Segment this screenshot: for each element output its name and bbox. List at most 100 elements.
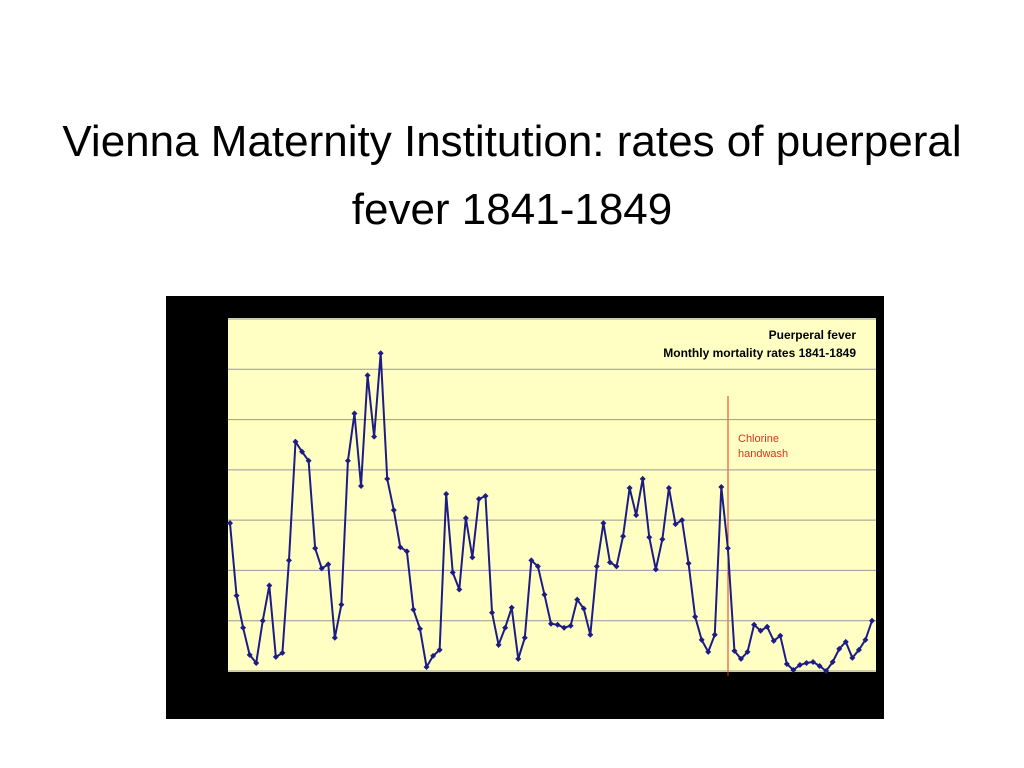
marker — [279, 649, 286, 656]
marker — [541, 591, 548, 598]
marker — [672, 521, 679, 528]
marker — [659, 536, 666, 543]
marker — [692, 613, 699, 620]
marker — [403, 548, 410, 555]
marker — [679, 517, 686, 524]
marker — [665, 484, 672, 491]
marker — [620, 533, 627, 540]
marker — [652, 566, 659, 573]
marker — [299, 448, 306, 455]
marker — [580, 605, 587, 612]
marker — [757, 627, 764, 634]
marker — [416, 625, 423, 632]
marker — [325, 561, 332, 568]
marker — [482, 493, 489, 500]
marker — [495, 641, 502, 648]
marker — [423, 663, 430, 670]
marker — [777, 632, 784, 639]
marker — [292, 438, 299, 445]
marker — [561, 624, 568, 631]
marker — [305, 457, 312, 464]
marker — [554, 621, 561, 628]
marker — [430, 652, 437, 659]
marker — [724, 545, 731, 552]
marker — [259, 617, 266, 624]
marker — [613, 563, 620, 570]
annotation: Chlorine — [738, 433, 779, 445]
marker — [718, 483, 725, 490]
marker — [855, 646, 862, 653]
chart-title: Monthly mortality rates 1841-1849 — [663, 346, 856, 360]
marker — [711, 631, 718, 638]
marker — [534, 563, 541, 570]
marker — [626, 484, 633, 491]
marker — [810, 658, 817, 665]
marker — [705, 648, 712, 655]
marker — [371, 433, 378, 440]
marker — [515, 655, 522, 662]
annotation: handwash — [738, 448, 788, 460]
marker — [331, 634, 338, 641]
marker — [606, 559, 613, 566]
marker — [698, 636, 705, 643]
marker — [574, 596, 581, 603]
marker — [796, 661, 803, 668]
marker — [246, 651, 253, 658]
marker — [528, 557, 535, 564]
marker — [253, 659, 260, 666]
marker — [783, 660, 790, 667]
marker — [764, 623, 771, 630]
marker — [502, 624, 509, 631]
marker — [521, 634, 528, 641]
marker — [285, 557, 292, 564]
marker — [489, 609, 496, 616]
marker — [633, 512, 640, 519]
marker — [272, 653, 279, 660]
marker — [829, 658, 836, 665]
slide-title: Vienna Maternity Institution: rates of p… — [62, 117, 962, 234]
marker — [587, 631, 594, 638]
marker — [443, 490, 450, 497]
chart-title: Puerperal fever — [769, 328, 857, 342]
marker — [312, 545, 319, 552]
marker — [751, 621, 758, 628]
marker — [410, 606, 417, 613]
marker — [849, 654, 856, 661]
marker — [384, 475, 391, 482]
marker — [449, 569, 456, 576]
marker — [240, 624, 247, 631]
marker — [685, 560, 692, 567]
marker — [227, 520, 233, 527]
marker — [266, 582, 273, 589]
marker — [593, 563, 600, 570]
marker — [462, 515, 469, 522]
marker — [803, 659, 810, 666]
marker — [344, 457, 351, 464]
marker — [456, 586, 463, 593]
marker — [469, 554, 476, 561]
marker — [816, 662, 823, 669]
marker — [475, 496, 482, 503]
marker — [318, 565, 325, 572]
marker — [639, 475, 646, 482]
marker — [364, 372, 371, 379]
marker — [233, 592, 240, 599]
marker — [390, 507, 397, 514]
marker — [737, 655, 744, 662]
marker — [567, 622, 574, 629]
marker — [548, 620, 554, 627]
marker — [436, 646, 443, 653]
marker — [358, 482, 365, 489]
plot-area — [228, 318, 876, 672]
marker — [508, 604, 515, 611]
marker — [823, 668, 830, 674]
marker — [869, 617, 875, 624]
marker — [744, 648, 751, 655]
marker — [351, 410, 358, 417]
marker — [397, 544, 404, 551]
marker — [836, 645, 843, 652]
marker — [862, 636, 869, 643]
marker — [338, 601, 345, 608]
